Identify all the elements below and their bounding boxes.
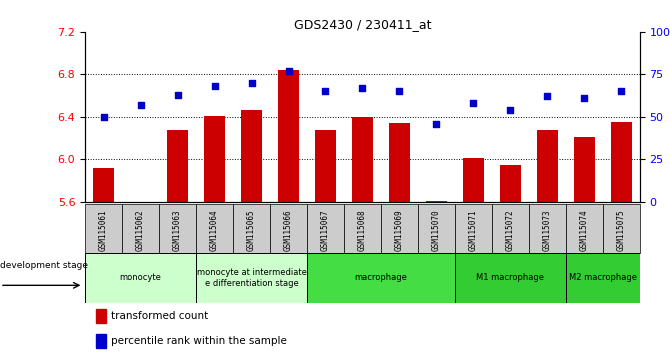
Bar (316, 130, 336, 202)
Bar (233, 204, 270, 253)
Text: GSM115068: GSM115068 (358, 210, 367, 251)
Point (135, 102, 146, 108)
Text: GSM115064: GSM115064 (210, 210, 219, 251)
Bar (96, 309, 106, 323)
Bar (611, 122, 632, 202)
Bar (204, 116, 224, 202)
Bar (307, 253, 455, 303)
Bar (85, 253, 196, 303)
Bar (500, 165, 521, 202)
Point (542, 93, 553, 99)
Text: GSM115065: GSM115065 (247, 210, 256, 251)
Point (357, 85, 368, 91)
Bar (455, 253, 566, 303)
Point (246, 80, 257, 86)
Text: development stage: development stage (0, 261, 88, 270)
Bar (122, 204, 159, 253)
Text: monocyte at intermediate
e differentiation stage: monocyte at intermediate e differentiati… (196, 268, 306, 287)
Text: GSM115067: GSM115067 (321, 210, 330, 251)
Point (468, 101, 479, 106)
Bar (418, 204, 455, 253)
Bar (159, 204, 196, 253)
Bar (492, 204, 529, 253)
Bar (168, 130, 188, 202)
Text: GSM115062: GSM115062 (136, 210, 145, 251)
Text: percentile rank within the sample: percentile rank within the sample (111, 336, 287, 346)
Text: transformed count: transformed count (111, 311, 208, 321)
Bar (85, 204, 122, 253)
Bar (196, 204, 233, 253)
Bar (241, 110, 262, 202)
Point (431, 121, 442, 126)
Bar (566, 253, 640, 303)
Bar (96, 334, 106, 348)
Text: M1 macrophage: M1 macrophage (476, 273, 545, 282)
Bar (381, 204, 418, 253)
Bar (574, 137, 594, 202)
Text: GSM115074: GSM115074 (580, 210, 589, 251)
Point (616, 88, 626, 94)
Bar (389, 123, 409, 202)
Text: GSM115073: GSM115073 (543, 210, 552, 251)
Point (283, 68, 294, 74)
Bar (270, 204, 307, 253)
Text: GSM115063: GSM115063 (173, 210, 182, 251)
Bar (566, 204, 603, 253)
Point (320, 88, 331, 94)
Text: M2 macrophage: M2 macrophage (569, 273, 637, 282)
Bar (455, 204, 492, 253)
Text: GSM115075: GSM115075 (617, 210, 626, 251)
Text: GSM115072: GSM115072 (506, 210, 515, 251)
Point (98, 114, 109, 120)
Bar (603, 204, 640, 253)
Bar (529, 204, 566, 253)
Text: GSM115071: GSM115071 (469, 210, 478, 251)
Bar (463, 158, 484, 202)
Bar (278, 70, 299, 202)
Bar (426, 201, 447, 202)
Bar (537, 130, 557, 202)
Title: GDS2430 / 230411_at: GDS2430 / 230411_at (293, 18, 431, 31)
Point (505, 107, 516, 113)
Text: monocyte: monocyte (120, 273, 161, 282)
Text: GSM115061: GSM115061 (99, 210, 108, 251)
Point (172, 92, 183, 98)
Point (209, 84, 220, 89)
Bar (352, 117, 373, 202)
Bar (196, 253, 307, 303)
Text: GSM115069: GSM115069 (395, 210, 404, 251)
Text: GSM115070: GSM115070 (432, 210, 441, 251)
Bar (93, 168, 114, 202)
Point (579, 95, 590, 101)
Text: macrophage: macrophage (354, 273, 407, 282)
Point (394, 88, 405, 94)
Bar (344, 204, 381, 253)
Text: GSM115066: GSM115066 (284, 210, 293, 251)
Bar (307, 204, 344, 253)
